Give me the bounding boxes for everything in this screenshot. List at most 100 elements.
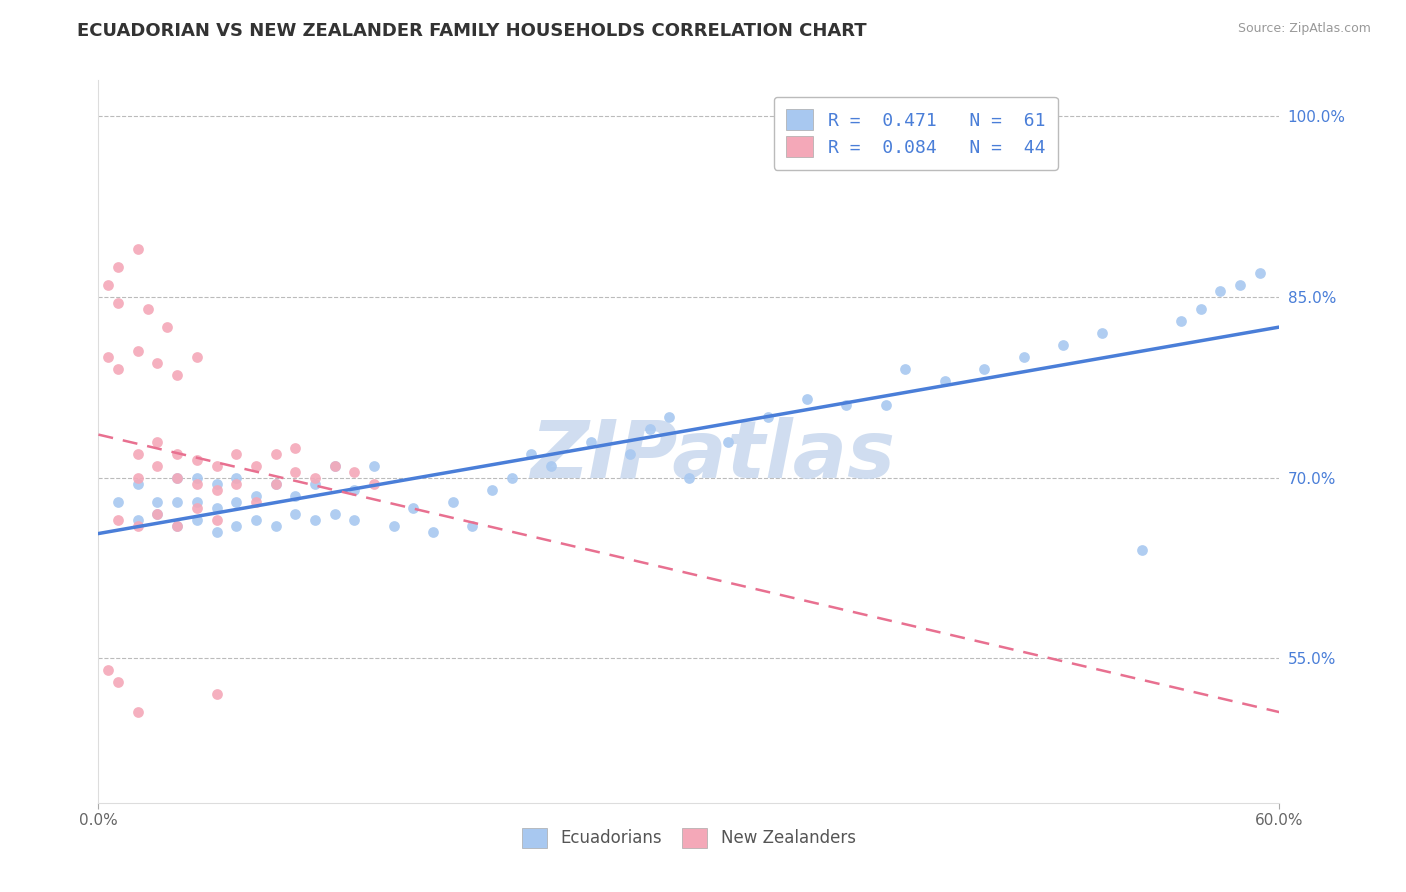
Point — [619, 447, 641, 461]
Point — [382, 519, 405, 533]
Point — [894, 362, 917, 376]
Point — [205, 513, 228, 527]
Point — [1091, 326, 1114, 341]
Point — [166, 519, 188, 533]
Point — [579, 434, 602, 449]
Point — [146, 458, 169, 473]
Point — [107, 513, 129, 527]
Point — [127, 447, 149, 461]
Point — [205, 500, 228, 515]
Point — [166, 519, 188, 533]
Point — [146, 507, 169, 521]
Point — [107, 494, 129, 508]
Point — [186, 494, 208, 508]
Point — [422, 524, 444, 539]
Point — [166, 471, 188, 485]
Point — [796, 392, 818, 407]
Point — [245, 494, 267, 508]
Point — [136, 301, 159, 317]
Point — [166, 447, 188, 461]
Point — [304, 471, 326, 485]
Point — [127, 519, 149, 533]
Point — [107, 260, 129, 274]
Point — [1130, 542, 1153, 557]
Point — [166, 368, 188, 383]
Point — [1189, 301, 1212, 317]
Point — [186, 476, 208, 491]
Point — [127, 706, 149, 720]
Point — [461, 519, 484, 533]
Point — [225, 519, 247, 533]
Point — [323, 458, 346, 473]
Text: ZIPatlas: ZIPatlas — [530, 417, 896, 495]
Point — [107, 675, 129, 690]
Point — [225, 494, 247, 508]
Point — [205, 476, 228, 491]
Point — [186, 471, 208, 485]
Point — [107, 296, 129, 310]
Point — [225, 476, 247, 491]
Point — [284, 465, 307, 479]
Text: Source: ZipAtlas.com: Source: ZipAtlas.com — [1237, 22, 1371, 36]
Point — [127, 513, 149, 527]
Point — [1052, 338, 1074, 352]
Point — [146, 507, 169, 521]
Point — [284, 507, 307, 521]
Point — [658, 410, 681, 425]
Point — [520, 447, 543, 461]
Point — [146, 356, 169, 370]
Point — [97, 664, 120, 678]
Point — [284, 441, 307, 455]
Point — [97, 277, 120, 292]
Point — [934, 375, 956, 389]
Point — [1229, 277, 1251, 292]
Point — [540, 458, 562, 473]
Point — [107, 362, 129, 376]
Point — [363, 458, 385, 473]
Point — [245, 458, 267, 473]
Point — [363, 476, 385, 491]
Point — [1209, 284, 1232, 298]
Point — [756, 410, 779, 425]
Point — [973, 362, 995, 376]
Point — [441, 494, 464, 508]
Point — [264, 447, 287, 461]
Point — [166, 471, 188, 485]
Point — [127, 344, 149, 359]
Point — [97, 350, 120, 364]
Point — [875, 398, 897, 412]
Point — [225, 447, 247, 461]
Point — [343, 465, 366, 479]
Point — [638, 423, 661, 437]
Point — [205, 524, 228, 539]
Point — [156, 320, 179, 334]
Point — [245, 513, 267, 527]
Point — [127, 471, 149, 485]
Point — [186, 452, 208, 467]
Point — [284, 489, 307, 503]
Point — [402, 500, 425, 515]
Point — [481, 483, 503, 497]
Legend: Ecuadorians, New Zealanders: Ecuadorians, New Zealanders — [515, 820, 863, 856]
Point — [127, 476, 149, 491]
Point — [304, 513, 326, 527]
Point — [1012, 350, 1035, 364]
Point — [166, 494, 188, 508]
Point — [1249, 266, 1271, 280]
Point — [225, 471, 247, 485]
Point — [264, 519, 287, 533]
Point — [205, 687, 228, 701]
Point — [127, 242, 149, 256]
Point — [323, 507, 346, 521]
Point — [205, 483, 228, 497]
Point — [146, 434, 169, 449]
Point — [264, 476, 287, 491]
Point — [186, 350, 208, 364]
Point — [501, 471, 523, 485]
Point — [835, 398, 858, 412]
Point — [343, 513, 366, 527]
Point — [205, 458, 228, 473]
Point — [264, 476, 287, 491]
Point — [146, 494, 169, 508]
Point — [186, 513, 208, 527]
